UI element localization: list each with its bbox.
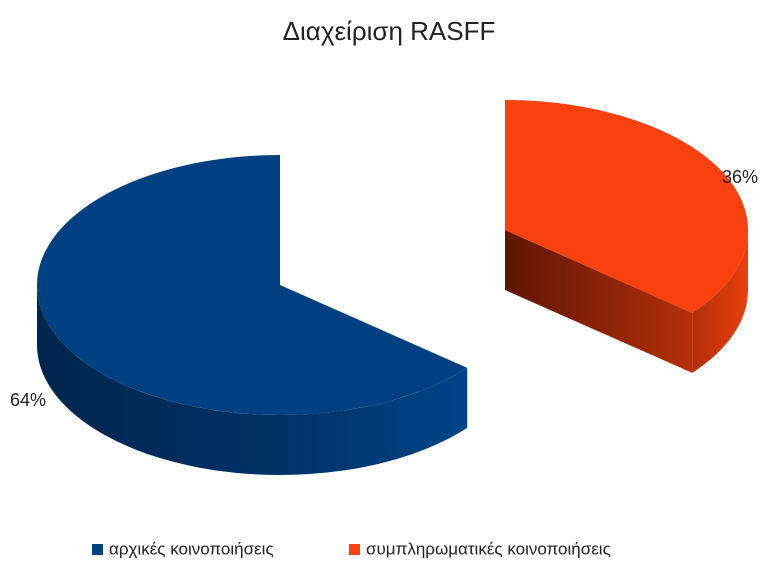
data-label: 64% <box>10 390 46 410</box>
slice <box>505 100 748 313</box>
slice-cut-face <box>505 230 693 373</box>
legend-label: αρχικές κοινοποιήσεις <box>109 539 274 558</box>
legend-swatch <box>349 544 360 555</box>
chart-title: Διαχείριση RASFF <box>283 16 496 46</box>
slice <box>36 155 468 415</box>
data-label: 36% <box>722 167 758 187</box>
legend-label: συμπληρωματικές κοινοποιήσεις <box>366 539 611 558</box>
slice-side <box>692 230 748 373</box>
slice-side <box>37 285 468 475</box>
legend-swatch <box>92 544 103 555</box>
